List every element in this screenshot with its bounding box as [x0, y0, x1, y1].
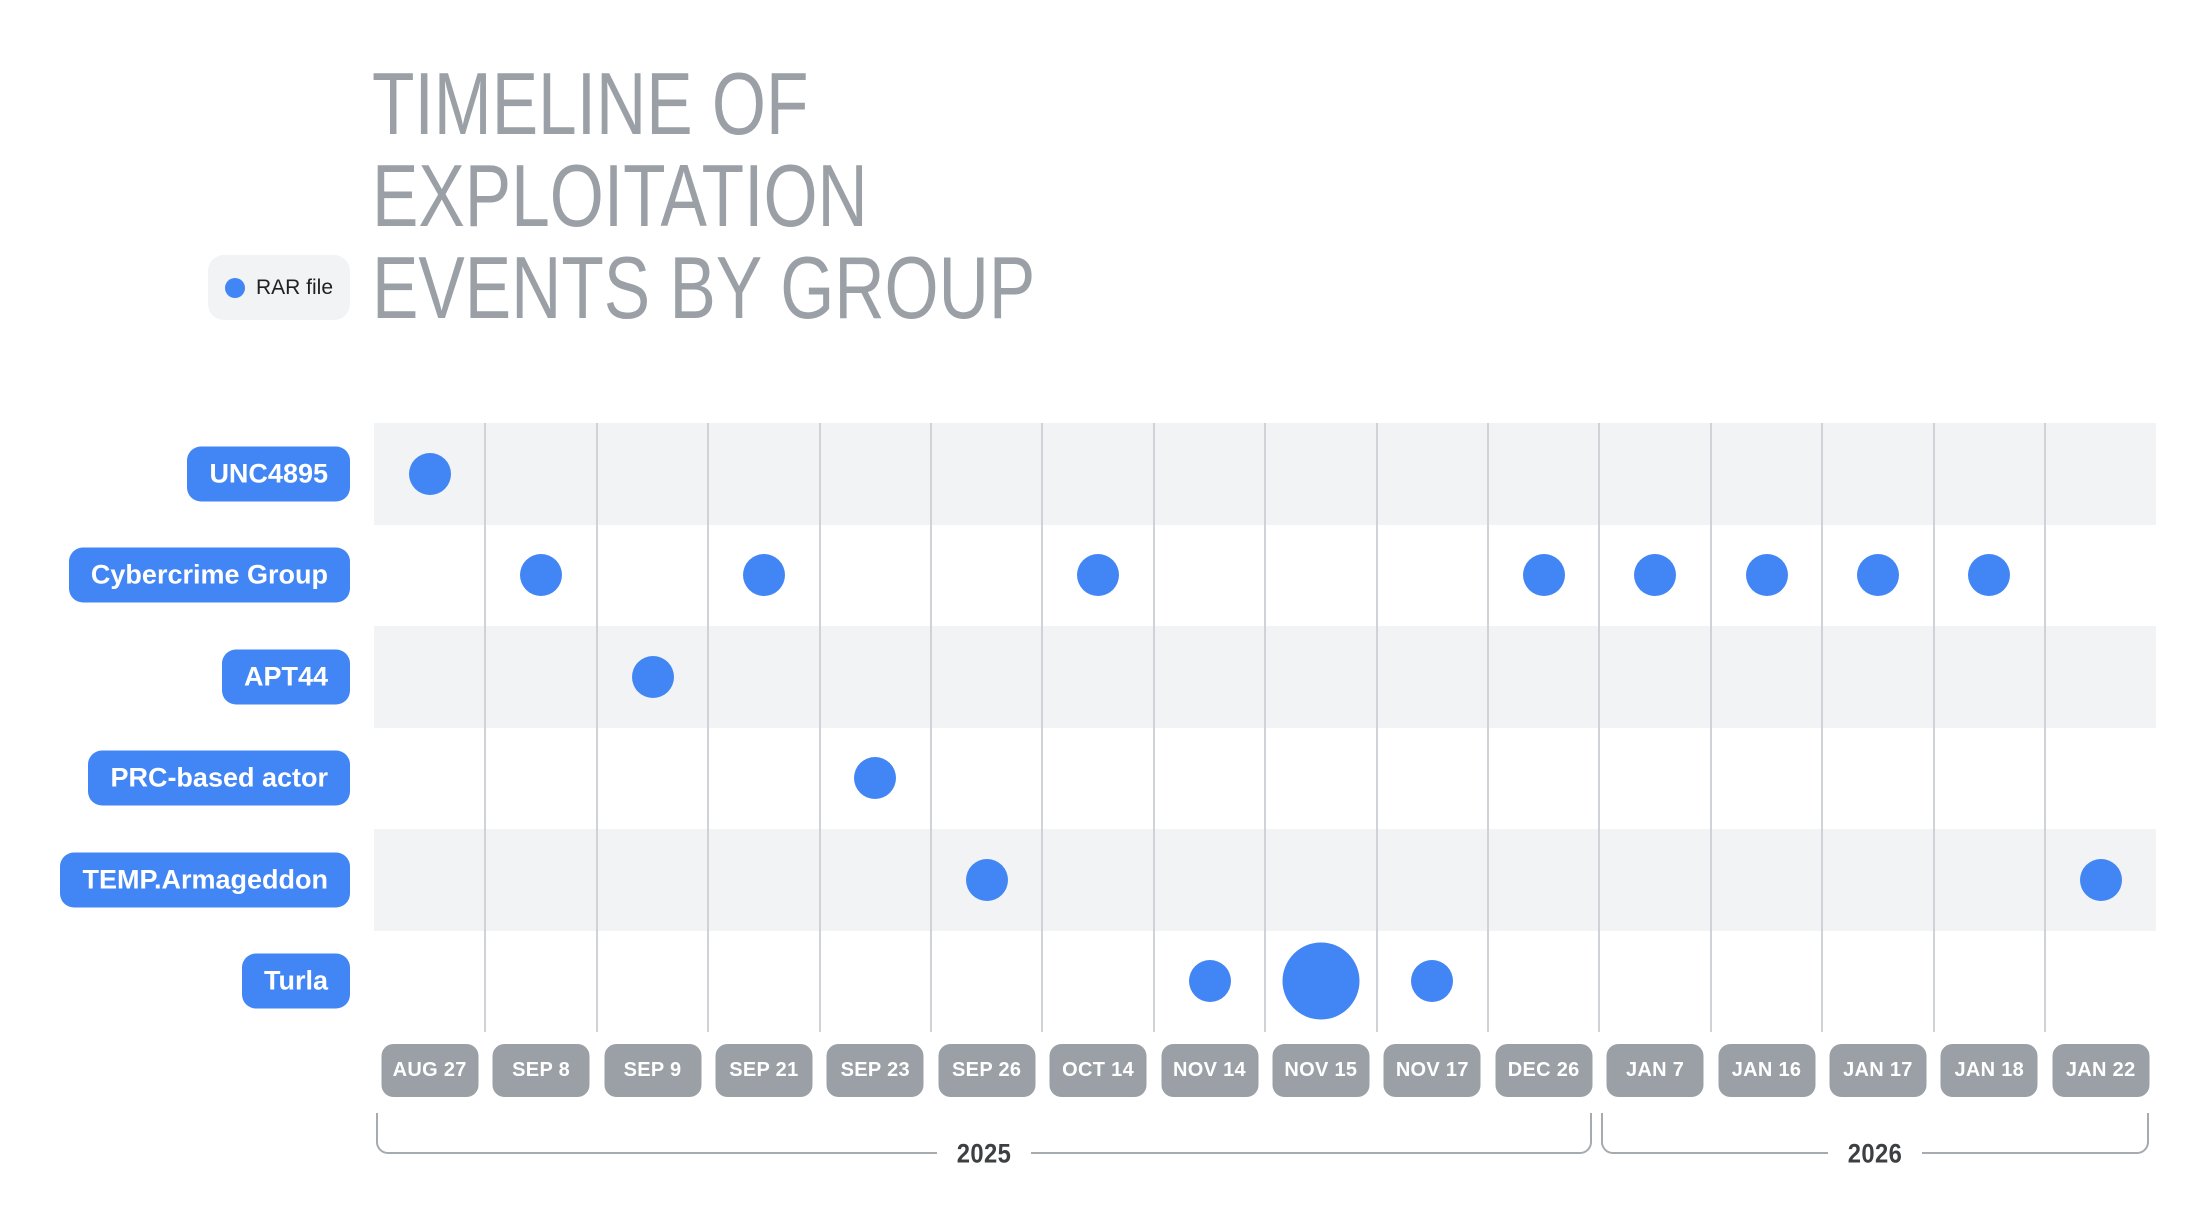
grid-line — [1487, 423, 1489, 1032]
row-label-pill: TEMP.Armageddon — [60, 852, 350, 908]
chart-title-line-3: EVENTS BY GROUP — [372, 238, 1036, 337]
event-dot[interactable] — [742, 554, 785, 597]
year-label: 2025 — [956, 1138, 1012, 1169]
event-dot[interactable] — [1522, 554, 1565, 597]
year-label: 2026 — [1848, 1138, 1903, 1169]
chart-title: TIMELINE OF EXPLOITATION EVENTS BY GROUP — [372, 58, 1035, 334]
grid-line — [930, 423, 932, 1032]
chart-title-line-2: EXPLOITATION — [372, 146, 868, 245]
event-dot[interactable] — [408, 452, 451, 495]
date-label-pill: JAN 18 — [1940, 1044, 2038, 1097]
row-label-pill: APT44 — [221, 649, 350, 705]
event-dot[interactable] — [1968, 554, 2011, 597]
year-bracket: 2026 — [1601, 1113, 2150, 1167]
row-label-pill: UNC4895 — [187, 446, 350, 502]
event-dot[interactable] — [2079, 858, 2122, 901]
date-label-pill: DEC 26 — [1495, 1044, 1593, 1097]
date-label-pill: SEP 26 — [938, 1044, 1036, 1097]
date-label-pill: SEP 9 — [604, 1044, 701, 1097]
legend-label: RAR file — [255, 275, 334, 299]
event-dot[interactable] — [631, 655, 674, 698]
date-label-pill: SEP 23 — [826, 1044, 924, 1097]
event-dot[interactable] — [854, 757, 897, 800]
date-label-pill: JAN 17 — [1829, 1044, 1927, 1097]
legend-chip[interactable]: RAR file — [208, 255, 350, 320]
event-dot[interactable] — [1188, 960, 1231, 1003]
chart-title-line-1: TIMELINE OF — [372, 54, 809, 153]
plot-area — [374, 423, 2156, 1032]
date-label-pill: SEP 21 — [715, 1044, 813, 1097]
bracket-line-left — [1601, 1113, 1829, 1154]
grid-line — [1152, 423, 1155, 1032]
grid-line — [1041, 423, 1044, 1032]
grid-line — [1264, 423, 1267, 1032]
bracket-line-right — [1031, 1113, 1593, 1154]
date-label-pill: JAN 22 — [2052, 1044, 2150, 1097]
row-label-pill: Cybercrime Group — [68, 547, 350, 603]
date-label-pill: JAN 7 — [1606, 1044, 1704, 1097]
date-label-pill: AUG 27 — [381, 1044, 479, 1097]
grid-line — [1598, 423, 1601, 1032]
grid-line — [2044, 423, 2046, 1032]
event-dot[interactable] — [1282, 942, 1360, 1020]
date-label-pill: NOV 15 — [1272, 1044, 1370, 1097]
rar-file-marker-icon — [224, 277, 245, 298]
event-dot[interactable] — [1856, 554, 1899, 597]
year-bracket: 2025 — [376, 1113, 1593, 1167]
date-label-pill: NOV 17 — [1383, 1044, 1481, 1097]
grid-line — [1932, 423, 1935, 1032]
grid-line — [1709, 423, 1712, 1032]
event-dot[interactable] — [965, 858, 1008, 901]
event-dot[interactable] — [520, 554, 563, 597]
date-label-pill: JAN 16 — [1718, 1044, 1815, 1097]
row-label-pill: PRC-based actor — [88, 750, 350, 806]
date-label-pill: NOV 14 — [1161, 1044, 1258, 1097]
event-dot[interactable] — [1077, 554, 1120, 597]
grid-line — [707, 423, 710, 1032]
date-label-pill: SEP 8 — [492, 1044, 590, 1097]
grid-line — [1821, 423, 1824, 1032]
grid-line — [595, 423, 598, 1032]
grid-line — [818, 423, 821, 1032]
row-label-pill: Turla — [241, 953, 350, 1009]
grid-line — [484, 423, 487, 1032]
bracket-line-right — [1922, 1113, 2150, 1154]
event-dot[interactable] — [1411, 960, 1454, 1003]
event-dot[interactable] — [1745, 554, 1788, 597]
date-label-pill: OCT 14 — [1049, 1044, 1147, 1097]
grid-line — [1375, 423, 1378, 1032]
event-dot[interactable] — [1634, 554, 1677, 597]
bracket-line-left — [376, 1113, 938, 1154]
